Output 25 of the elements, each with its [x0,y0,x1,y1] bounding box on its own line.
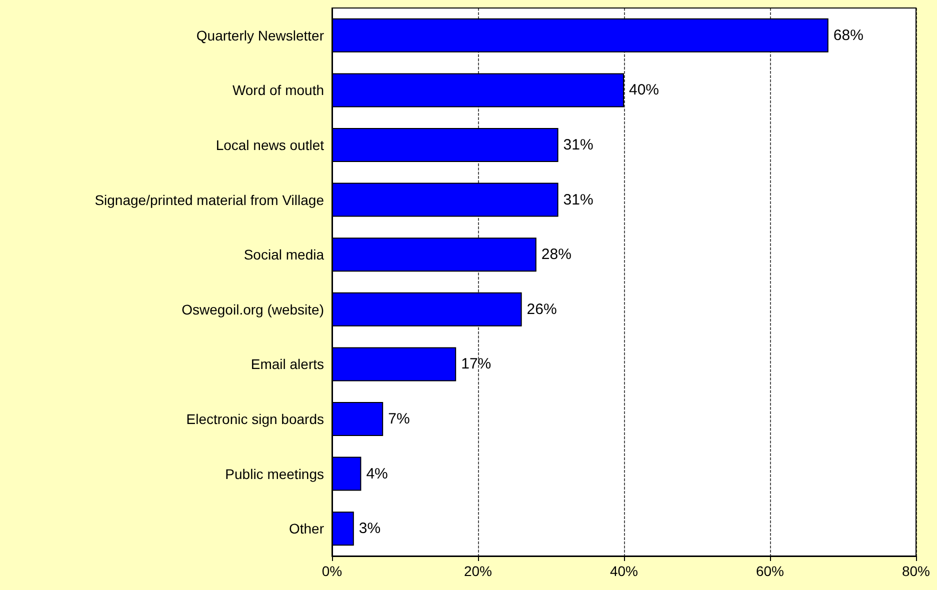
x-tick-label: 80% [902,563,930,579]
data-label: 26% [526,300,557,318]
x-tick-label: 60% [756,563,784,579]
data-label: 3% [358,520,381,538]
data-label: 7% [388,410,410,428]
y-tick-label: Quarterly Newsletter [196,27,324,44]
y-tick-label: Electronic sign boards [186,411,324,427]
data-label: 4% [366,465,388,482]
data-label: 68% [833,26,864,44]
y-tick-label: Email alerts [250,356,324,372]
x-tick-label: 40% [610,563,638,579]
y-tick-label: Public meetings [225,466,324,482]
x-tick-label: 20% [464,563,492,579]
data-label: 28% [541,246,572,264]
data-label: 40% [629,82,660,99]
data-label: 17% [461,356,492,373]
y-tick-label: Other [288,520,324,537]
y-tick-label: Local news outlet [216,137,324,153]
data-label: 31% [563,191,594,208]
y-tick-label: Social media [244,246,324,263]
y-tick-label: Word of mouth [232,82,324,98]
y-tick-label: Signage/printed material from Village [94,192,324,208]
x-tick-label: 0% [322,563,342,579]
y-tick-label: Oswegoil.org (website) [182,301,324,318]
data-label: 31% [563,136,594,154]
